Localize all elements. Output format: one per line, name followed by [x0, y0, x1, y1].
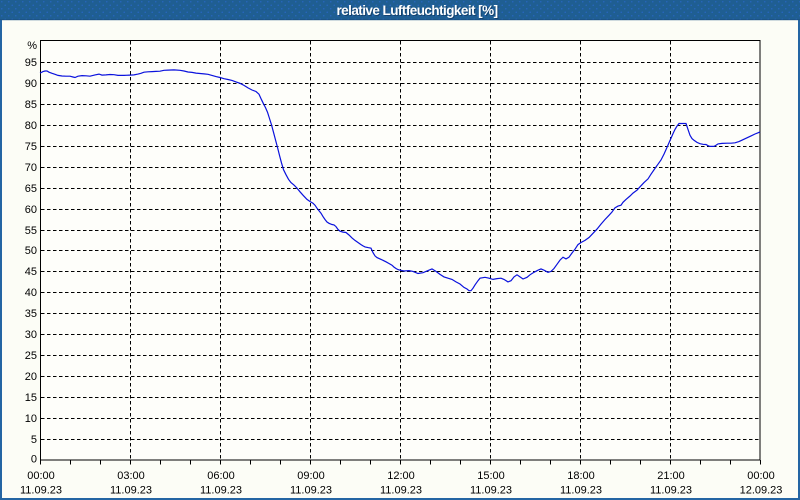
svg-text:03:00: 03:00 — [117, 470, 145, 482]
svg-text:20: 20 — [25, 371, 37, 383]
svg-text:09:00: 09:00 — [297, 470, 325, 482]
svg-text:5: 5 — [31, 434, 37, 446]
svg-text:50: 50 — [25, 245, 37, 257]
svg-text:11.09.23: 11.09.23 — [20, 485, 62, 497]
svg-text:11.09.23: 11.09.23 — [290, 485, 332, 497]
svg-text:15:00: 15:00 — [477, 470, 505, 482]
svg-text:%: % — [27, 40, 37, 52]
svg-text:21:00: 21:00 — [657, 470, 685, 482]
svg-text:95: 95 — [25, 57, 37, 69]
svg-text:65: 65 — [25, 183, 37, 195]
svg-text:11.09.23: 11.09.23 — [110, 485, 152, 497]
svg-text:85: 85 — [25, 99, 37, 111]
svg-text:60: 60 — [25, 204, 37, 216]
svg-text:11.09.23: 11.09.23 — [470, 485, 512, 497]
svg-text:11.09.23: 11.09.23 — [380, 485, 422, 497]
svg-text:80: 80 — [25, 120, 37, 132]
svg-text:11.09.23: 11.09.23 — [650, 485, 692, 497]
svg-text:06:00: 06:00 — [207, 470, 235, 482]
svg-text:35: 35 — [25, 308, 37, 320]
svg-text:30: 30 — [25, 329, 37, 341]
svg-text:70: 70 — [25, 162, 37, 174]
svg-text:40: 40 — [25, 287, 37, 299]
svg-text:relative Luftfeuchtigkeit [%]: relative Luftfeuchtigkeit [%] — [336, 3, 497, 18]
svg-text:00:00: 00:00 — [27, 470, 55, 482]
svg-text:90: 90 — [25, 78, 37, 90]
svg-text:25: 25 — [25, 350, 37, 362]
svg-text:relative Luftfeuchtigkeit [%]: relative Luftfeuchtigkeit [%] — [337, 4, 498, 19]
svg-text:55: 55 — [25, 225, 37, 237]
svg-text:12.09.23: 12.09.23 — [740, 485, 783, 497]
svg-text:00:00: 00:00 — [747, 470, 775, 482]
svg-text:10: 10 — [25, 413, 37, 425]
svg-text:45: 45 — [25, 266, 37, 278]
svg-text:18:00: 18:00 — [567, 470, 595, 482]
svg-text:12:00: 12:00 — [387, 470, 415, 482]
svg-text:15: 15 — [25, 392, 37, 404]
svg-text:0: 0 — [31, 454, 37, 466]
svg-text:75: 75 — [25, 141, 37, 153]
svg-text:11.09.23: 11.09.23 — [200, 485, 242, 497]
svg-text:11.09.23: 11.09.23 — [560, 485, 602, 497]
